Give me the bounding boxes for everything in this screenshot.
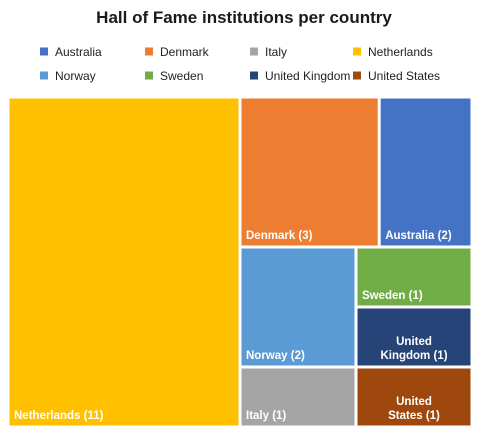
legend-label-italy: Italy bbox=[265, 45, 287, 59]
legend-label-denmark: Denmark bbox=[160, 45, 210, 59]
legend-swatch-united-kingdom bbox=[250, 71, 258, 80]
tile-italy: Italy (1) bbox=[241, 368, 355, 426]
chart-title: Hall of Fame institutions per country bbox=[96, 8, 392, 27]
tile-norway: Norway (2) bbox=[241, 248, 355, 366]
tile-rect-sweden bbox=[357, 248, 471, 306]
tile-rect-denmark bbox=[241, 98, 378, 246]
legend-swatch-united-states bbox=[353, 71, 361, 80]
tile-label-netherlands: Netherlands (11) bbox=[14, 410, 104, 422]
legend-swatch-sweden bbox=[145, 71, 153, 80]
legend-label-norway: Norway bbox=[55, 69, 96, 83]
legend-label-sweden: Sweden bbox=[160, 69, 203, 83]
legend-swatch-australia bbox=[40, 47, 48, 56]
tile-label-australia: Australia (2) bbox=[385, 230, 452, 242]
tile-label-norway: Norway (2) bbox=[246, 350, 305, 362]
tile-label-united-kingdom: United Kingdom (1) bbox=[380, 336, 447, 362]
legend-swatch-netherlands bbox=[353, 47, 361, 56]
tile-label-sweden: Sweden (1) bbox=[362, 290, 423, 302]
tile-australia: Australia (2) bbox=[380, 98, 471, 246]
tile-sweden: Sweden (1) bbox=[357, 248, 471, 306]
tile-rect-united-states bbox=[357, 368, 471, 426]
tile-label-denmark: Denmark (3) bbox=[246, 230, 313, 242]
tile-netherlands: Netherlands (11) bbox=[9, 98, 239, 426]
legend-swatch-italy bbox=[250, 47, 258, 56]
tile-united-states: United States (1) bbox=[357, 368, 471, 426]
tile-label-united-states: United States (1) bbox=[388, 396, 440, 422]
tile-rect-italy bbox=[241, 368, 355, 426]
tile-rect-norway bbox=[241, 248, 355, 366]
tile-denmark: Denmark (3) bbox=[241, 98, 378, 246]
treemap-tiles: Netherlands (11) Denmark (3) Australia (2)… bbox=[9, 98, 471, 426]
legend-label-australia: Australia bbox=[55, 45, 102, 59]
tile-rect-united-kingdom bbox=[357, 308, 471, 366]
legend-label-netherlands: Netherlands bbox=[368, 45, 433, 59]
legend-swatch-norway bbox=[40, 71, 48, 80]
tile-label-italy: Italy (1) bbox=[246, 410, 286, 422]
legend-label-united-kingdom: United Kingdom bbox=[265, 69, 350, 83]
tile-rect-netherlands bbox=[9, 98, 239, 426]
legend: Australia Denmark Italy Netherlands Norway Sw… bbox=[40, 45, 440, 83]
tile-united-kingdom: United Kingdom (1) bbox=[357, 308, 471, 366]
tile-rect-australia bbox=[380, 98, 471, 246]
legend-swatch-denmark bbox=[145, 47, 153, 56]
legend-label-united-states: United States bbox=[368, 69, 440, 83]
